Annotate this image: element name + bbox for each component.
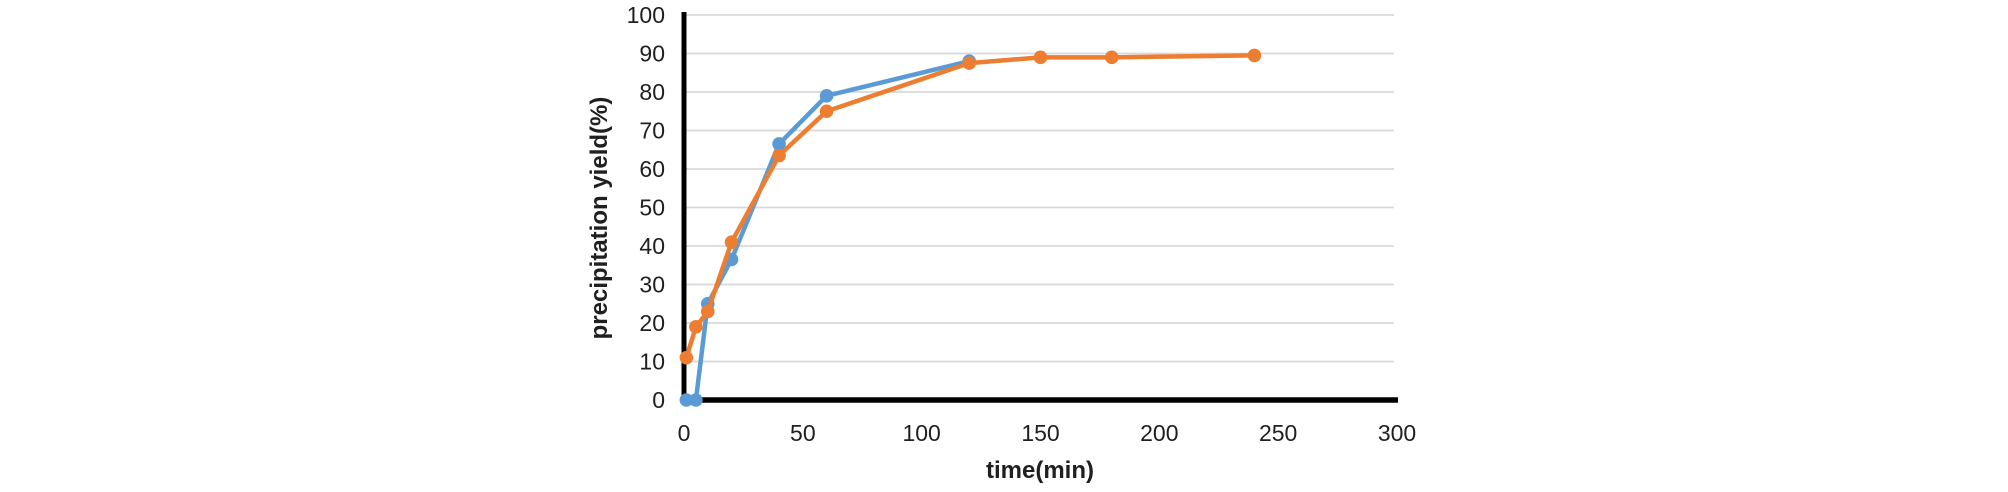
gridlines (684, 14, 1394, 363)
series-2-orange-point (1033, 50, 1048, 65)
y-tick-label: 0 (652, 387, 665, 413)
series-2-orange-line (684, 53, 1257, 360)
y-tick-label: 80 (639, 79, 665, 105)
y-tick-label: 90 (639, 41, 665, 67)
y-tick-label: 40 (639, 233, 665, 259)
series-2-orange-point (1105, 50, 1119, 65)
y-tick-label: 70 (639, 118, 665, 144)
series-1-blue-point (819, 89, 834, 103)
y-tick-label: 10 (639, 349, 665, 375)
x-tick-label: 300 (1378, 420, 1416, 446)
series-1-blue-point (772, 137, 786, 151)
x-tick-labels: 0 50 100 150 200 250 300 (678, 420, 1417, 446)
series-1-blue-point (679, 393, 694, 407)
series-2-orange (679, 48, 1262, 365)
series-2-orange-point (700, 304, 715, 319)
series-2-orange-point (724, 235, 739, 249)
y-tick-label: 50 (639, 195, 665, 221)
y-tick-label: 100 (627, 2, 665, 28)
y-tick-label: 20 (639, 310, 665, 336)
series-2-orange-point (819, 104, 834, 119)
x-tick-label: 150 (1021, 420, 1059, 446)
y-tick-labels: 0 10 20 30 40 50 60 70 80 90 100 (627, 2, 665, 413)
series-2-orange-point (1247, 48, 1262, 63)
series-2-orange-point (962, 56, 976, 70)
series-2-orange-point (679, 350, 694, 365)
y-tick-label: 60 (639, 156, 665, 182)
series-1-blue-point (689, 393, 703, 407)
series-2-orange-point (689, 320, 703, 334)
y-tick-label: 30 (639, 272, 665, 298)
x-tick-label: 0 (678, 420, 691, 446)
series-2-orange-point (772, 148, 786, 163)
x-tick-label: 100 (902, 420, 940, 446)
y-axis-title: precipitation yield(%) (586, 96, 613, 340)
x-tick-label: 50 (790, 420, 816, 446)
x-tick-label: 250 (1259, 420, 1297, 446)
x-axis-title: time(min) (986, 457, 1094, 484)
x-tick-label: 200 (1140, 420, 1178, 446)
